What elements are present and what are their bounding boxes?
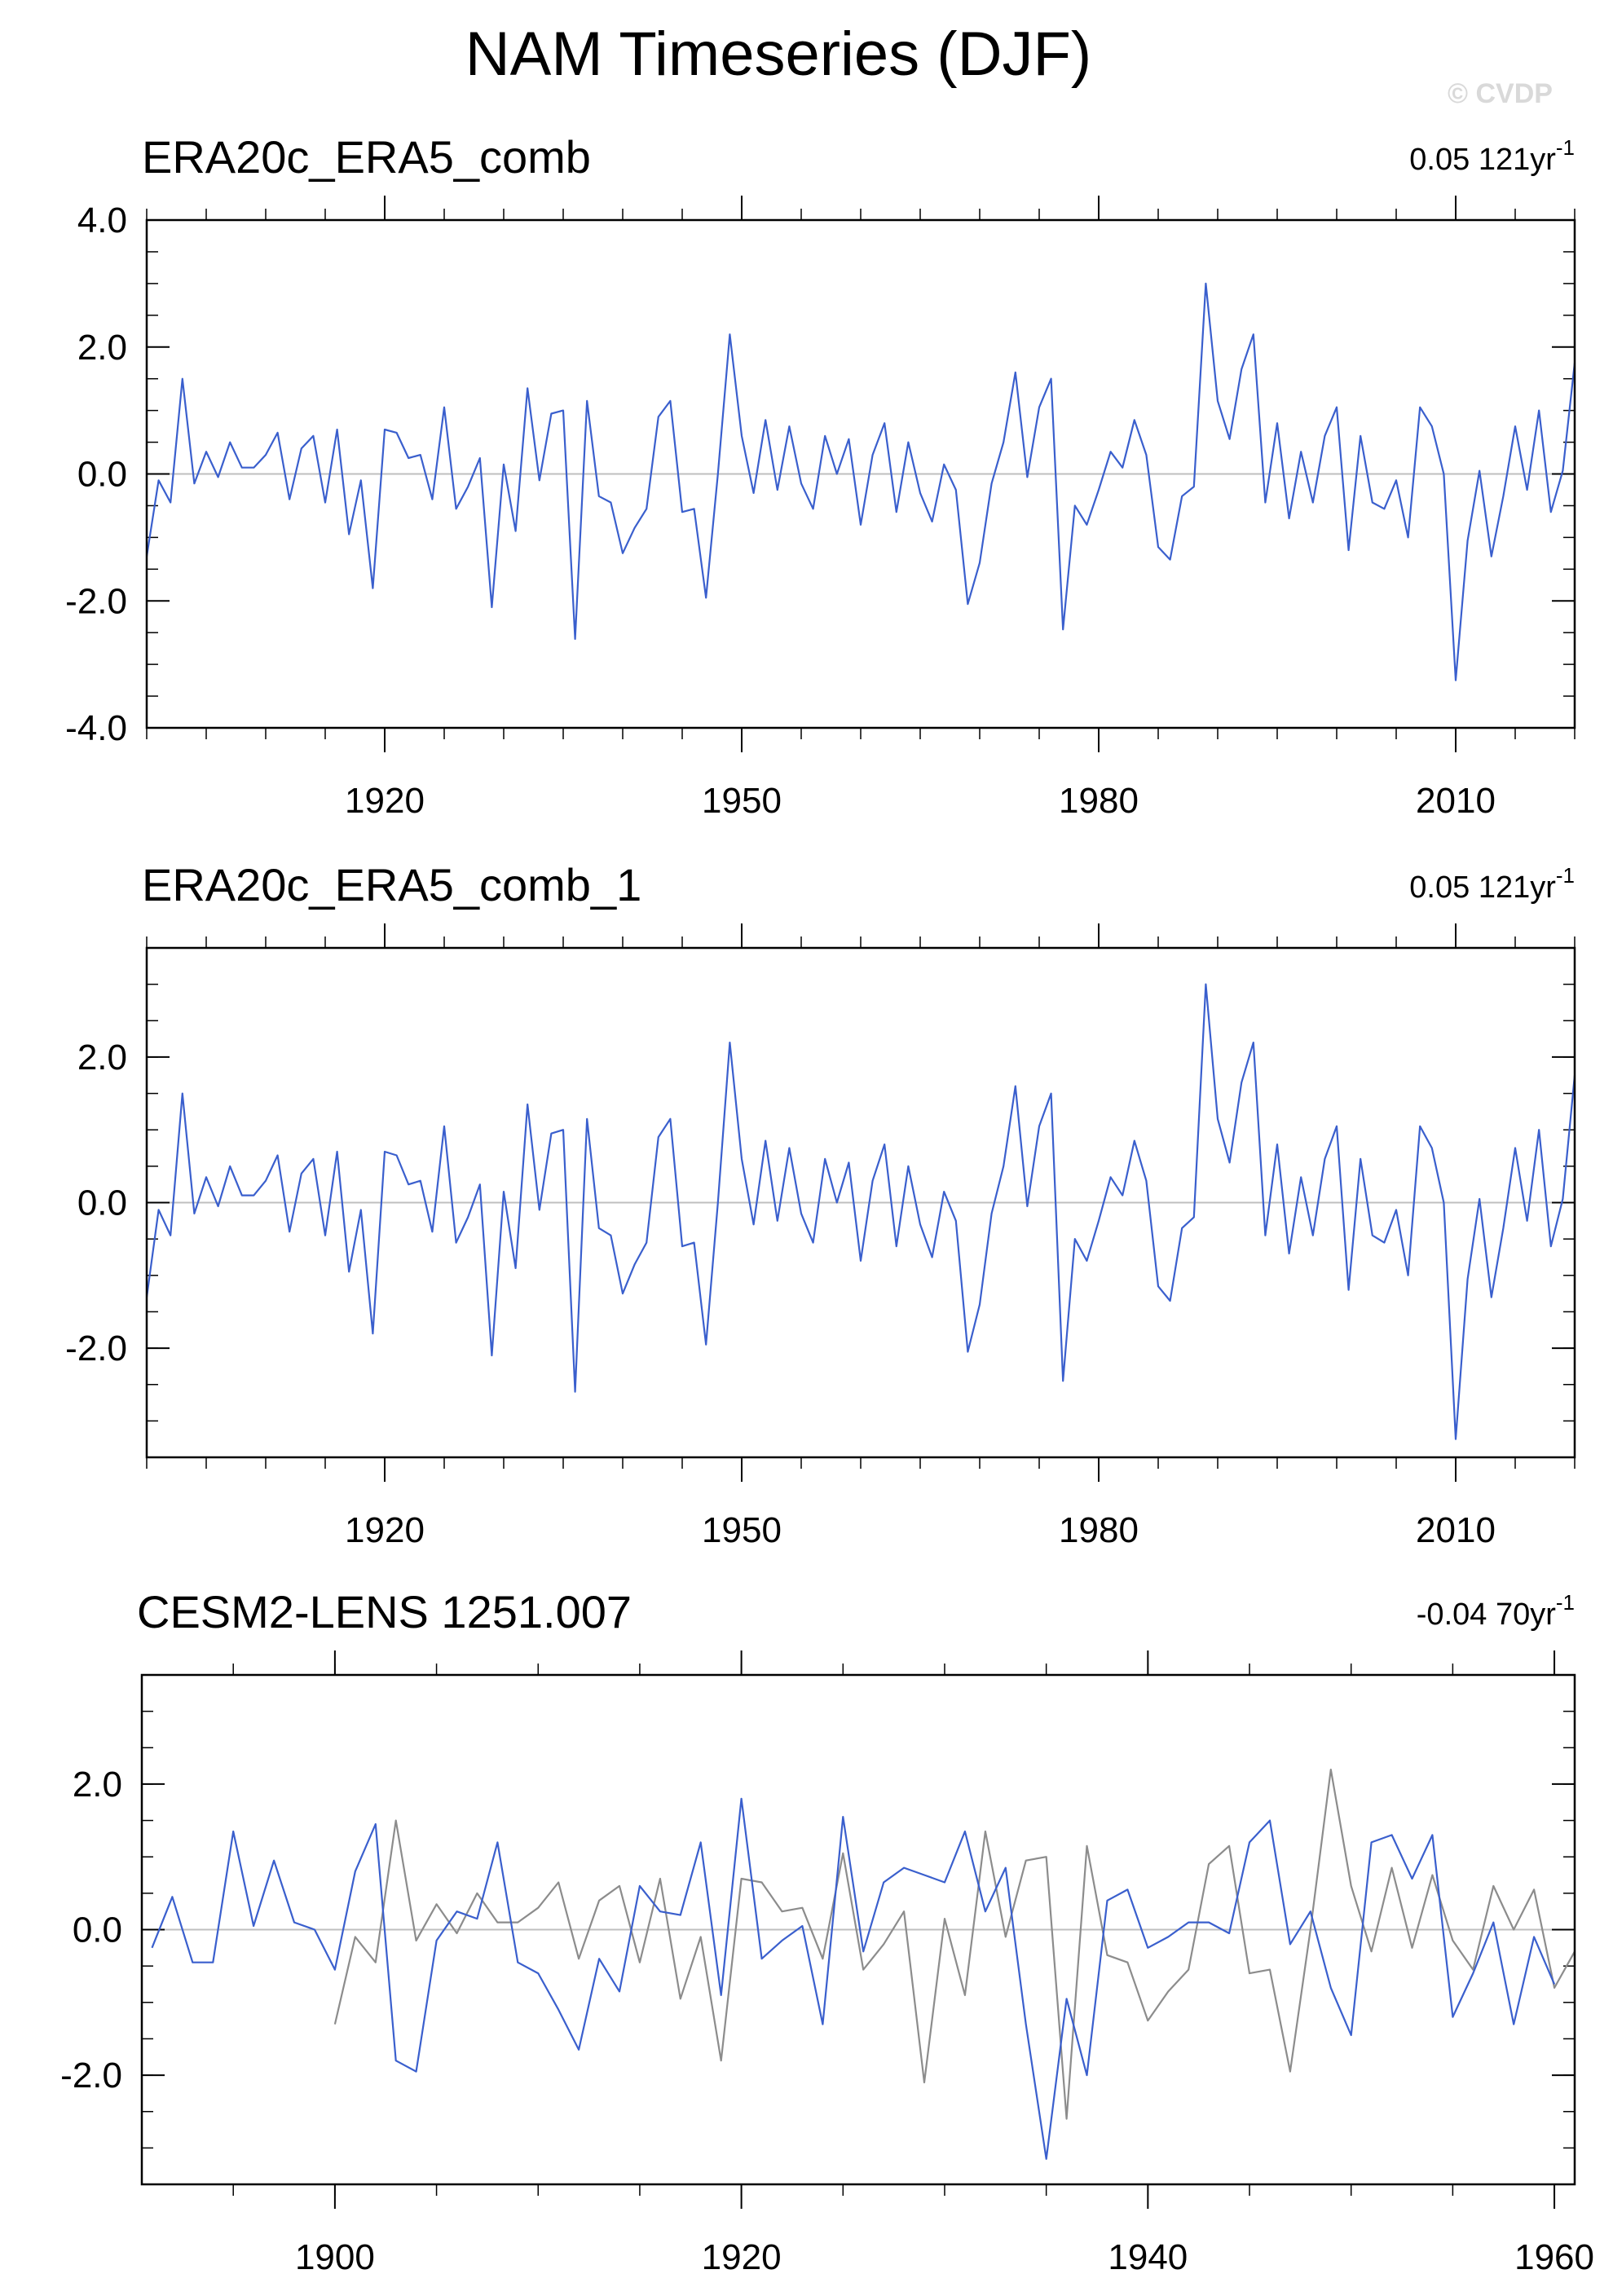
x-tick-label: 1900 (295, 2237, 375, 2277)
series-line-observed (145, 983, 1576, 1440)
x-tick-label: 2010 (1416, 781, 1496, 821)
plot-frame (145, 218, 1576, 729)
x-tick-label: 1920 (345, 1510, 425, 1550)
y-tick-label: -2.0 (60, 2056, 122, 2095)
x-tick-label: 1920 (345, 781, 425, 821)
panel-title: CESM2-LENS 1251.007 (137, 1586, 632, 1637)
x-tick-label: 1960 (1514, 2237, 1594, 2277)
y-tick-label: 2.0 (77, 1038, 127, 1077)
y-tick-label: 2.0 (73, 1765, 122, 1805)
panel-3: CESM2-LENS 1251.007 -0.04 70yr-1 -2.0 0.0 2.… (60, 1586, 1594, 2277)
trend-label: 0.05 121yr-1 (1409, 863, 1575, 905)
x-tick-label: 1950 (702, 1510, 782, 1550)
y-tick-label: -4.0 (65, 708, 127, 748)
y-tick-label: 0.0 (77, 1183, 127, 1223)
x-tick-label: 1940 (1108, 2237, 1188, 2277)
trend-label: -0.04 70yr-1 (1417, 1590, 1575, 1632)
x-tick-label: 1950 (702, 781, 782, 821)
y-tick-label: 0.0 (73, 1910, 122, 1950)
series-line-model (333, 1769, 1576, 2120)
plot-frame (145, 946, 1576, 1459)
x-tick-label: 1980 (1059, 1510, 1139, 1550)
trend-label: 0.05 121yr-1 (1409, 135, 1575, 177)
y-tick-label: 2.0 (77, 328, 127, 368)
y-tick-label: -2.0 (65, 581, 127, 621)
x-tick-label: 2010 (1416, 1510, 1496, 1550)
plot-frame (140, 1673, 1576, 2186)
x-tick-label: 1980 (1059, 781, 1139, 821)
series-line-observed (145, 282, 1576, 681)
panel-title: ERA20c_ERA5_comb (142, 131, 591, 183)
y-tick-label: -2.0 (65, 1329, 127, 1368)
y-tick-label: 4.0 (77, 201, 127, 240)
series-line-observed (151, 1797, 1556, 2160)
panel-title: ERA20c_ERA5_comb_1 (142, 859, 641, 910)
cvdp-watermark: © CVDP (1448, 78, 1553, 109)
figure-title: NAM Timeseries (DJF) (465, 20, 1092, 89)
panel-2: ERA20c_ERA5_comb_1 0.05 121yr-1 -2.0 0.0 2.0… (65, 859, 1576, 1550)
panel-1: ERA20c_ERA5_comb 0.05 121yr-1 -4.0 -2.0 0.0 2… (65, 131, 1576, 821)
y-tick-label: 0.0 (77, 455, 127, 495)
x-tick-label: 1920 (702, 2237, 782, 2277)
